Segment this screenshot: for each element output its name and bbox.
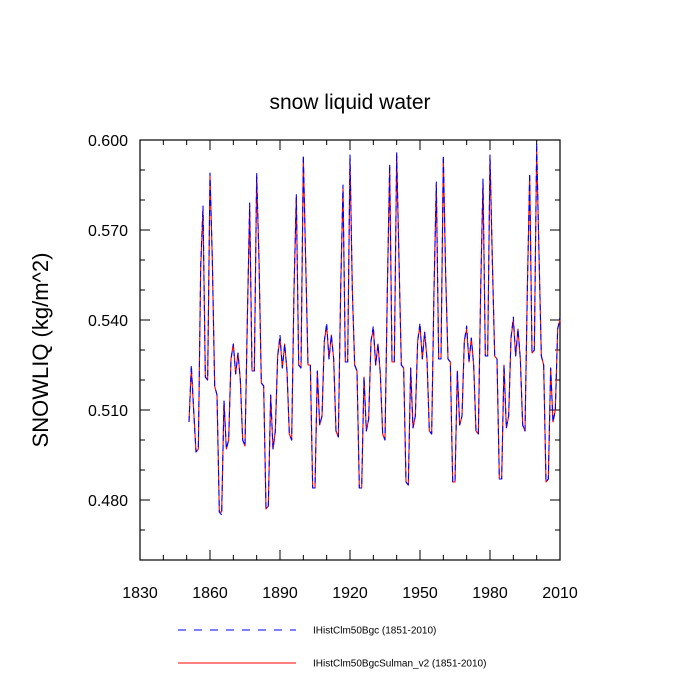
- y-tick-label: 0.600: [88, 133, 128, 150]
- x-tick-label: 1950: [402, 585, 438, 602]
- legend-label: IHistClm50BgcSulman_v2 (1851-2010): [313, 659, 486, 670]
- plot-area: 1830 1860 1890 1920 1950 1980 2010 0.480 0.510 0.…: [88, 133, 578, 602]
- series-line: [188, 148, 561, 513]
- x-tick-label: 1860: [192, 585, 228, 602]
- y-tick-label: 0.540: [88, 313, 128, 330]
- x-tick-label: 1920: [332, 585, 368, 602]
- legend-label: IHistClm50Bgc (1851-2010): [313, 626, 436, 637]
- chart-title: snow liquid water: [269, 91, 430, 114]
- series-line: [188, 142, 561, 516]
- x-tick-label: 2010: [542, 585, 578, 602]
- y-tick-label: 0.510: [88, 403, 128, 420]
- x-tick-label: 1890: [262, 585, 298, 602]
- y-axis-label: SNOWLIQ (kg/m^2): [28, 253, 53, 448]
- x-tick-label: 1980: [472, 585, 508, 602]
- y-tick-label: 0.570: [88, 223, 128, 240]
- legend: IHistClm50Bgc (1851-2010) IHistClm50BgcSu…: [178, 626, 486, 670]
- x-tick-label: 1830: [122, 585, 158, 602]
- y-tick-label: 0.480: [88, 493, 128, 510]
